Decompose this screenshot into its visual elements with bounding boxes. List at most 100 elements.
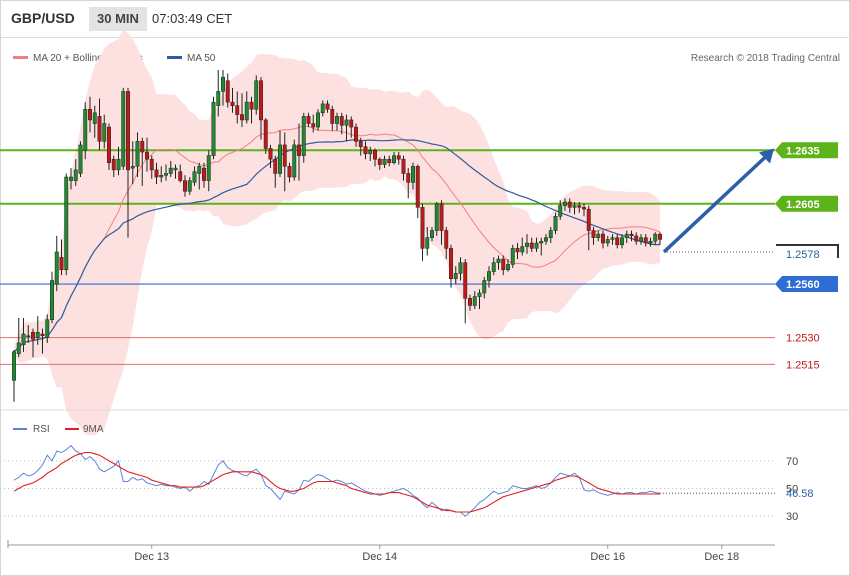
timeframe-badge[interactable]: 30 MIN [89, 7, 147, 31]
candle-body [596, 233, 601, 238]
candle-body [187, 180, 192, 192]
candle-body [558, 205, 563, 217]
ma50-line [13, 138, 661, 353]
candle-body [183, 180, 187, 192]
candle-body [582, 207, 586, 210]
candle-body [216, 91, 221, 106]
rsi-tick-30: 30 [786, 511, 798, 523]
candle-body [249, 101, 254, 110]
candle-body [482, 280, 487, 294]
candle-body [639, 237, 643, 242]
candle-body [477, 292, 482, 297]
candle-body [434, 203, 439, 231]
candle-body [244, 101, 249, 121]
candle-body [230, 101, 235, 106]
candle-body [287, 166, 292, 178]
legend-9ma-swatch [65, 428, 79, 430]
candle-body [278, 144, 282, 174]
candle-body [54, 251, 59, 285]
candle-body [135, 141, 140, 167]
candle-body [330, 108, 335, 124]
candle-body [59, 257, 64, 271]
x-tick-label: Dec 13 [134, 551, 169, 563]
candle-body [240, 114, 244, 121]
candle-body [107, 126, 111, 164]
candle-body [563, 201, 567, 206]
candle-body [35, 331, 40, 338]
candle-body [567, 201, 572, 208]
rsi-tick-70: 70 [786, 456, 798, 468]
level-label-1.2530: 1.2530 [786, 333, 820, 345]
candle-body [311, 123, 316, 128]
rsi-series-9MA [13, 451, 660, 513]
candle-body [344, 119, 349, 126]
candle-body [130, 166, 135, 169]
candle-body [572, 205, 577, 208]
candle-body [168, 167, 173, 174]
candle-body [235, 105, 240, 115]
candle-body [116, 158, 121, 171]
candle-body [515, 248, 520, 253]
candle-body [50, 280, 54, 320]
level-label-box [775, 142, 838, 159]
x-tick-label: Dec 18 [704, 551, 739, 563]
candle-body [458, 262, 463, 274]
legend-rsi-label: RSI [33, 424, 50, 435]
chart-header: GBP/USD 30 MIN 07:03:49 CET [0, 0, 850, 36]
candle-body [40, 333, 45, 337]
candle-body [154, 169, 159, 178]
legend-bollinger-label: MA 20 + Bollinger Bands [33, 53, 143, 64]
copyright-text: Research © 2018 Trading Central [691, 53, 840, 64]
candle-body [396, 155, 401, 160]
candle-body [610, 237, 615, 240]
candle-body [377, 158, 382, 165]
candle-body [420, 207, 425, 249]
candle-body [643, 237, 648, 244]
candle-body [648, 240, 653, 244]
candle-body [268, 148, 273, 160]
candle-body [624, 233, 629, 238]
candle-body [548, 230, 553, 238]
candle-body [145, 151, 149, 160]
candle-body [539, 240, 544, 244]
candle-body [615, 237, 620, 246]
timestamp: 07:03:49 CET [152, 11, 233, 26]
bollinger-band-fill [14, 29, 660, 436]
level-label-1.2560: 1.2560 [786, 279, 820, 291]
candle-body [102, 123, 107, 142]
candle-body [444, 230, 449, 249]
candle-body [358, 141, 363, 147]
candle-body [259, 80, 263, 121]
level-label-1.2635: 1.2635 [786, 145, 820, 157]
level-label-box [775, 195, 838, 212]
candle-body [31, 331, 35, 340]
candle-body [392, 155, 396, 164]
candle-body [430, 230, 434, 238]
candle-body [411, 166, 415, 183]
candle-body [349, 119, 354, 128]
candle-body [577, 205, 582, 208]
candle-body [297, 144, 301, 156]
candle-body [525, 242, 529, 247]
level-label-1.2515: 1.2515 [786, 359, 820, 371]
candle-body [406, 173, 411, 183]
candle-body [78, 144, 83, 174]
candle-body [83, 108, 88, 151]
candle-body [263, 119, 268, 149]
candle-body [301, 116, 306, 156]
candle-body [140, 141, 145, 153]
candle-body [653, 233, 658, 242]
candle-body [387, 158, 392, 164]
candle-body [111, 158, 116, 171]
level-label-1.2605: 1.2605 [786, 199, 820, 211]
candle-body [126, 91, 130, 171]
candle-body [401, 158, 406, 174]
candle-body [354, 126, 358, 142]
candle-body [273, 158, 278, 174]
rsi-last-value: 46.58 [786, 488, 814, 500]
last-price-label: 1.2578 [786, 249, 820, 261]
legend-rsi-swatch [13, 428, 27, 430]
candle-body [73, 169, 78, 181]
candle-body [335, 116, 339, 124]
forecast-arrow-shaft [662, 156, 767, 254]
